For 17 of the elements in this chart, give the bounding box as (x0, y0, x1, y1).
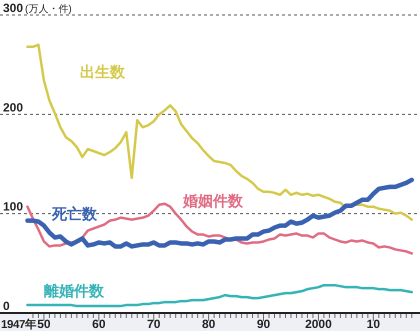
x-tick-label: 50 (37, 317, 51, 331)
series-label: 離婚件数 (43, 283, 105, 300)
y-tick-label: 200 (3, 100, 24, 114)
x-tick-label: 60 (92, 317, 106, 331)
text: 出生数 (80, 64, 126, 81)
x-tick-label: 10 (366, 317, 380, 331)
x-tick-label: 70 (147, 317, 161, 331)
y-tick-label: 0 (3, 299, 10, 313)
series-label: 婚姻件数 (182, 193, 244, 210)
text: 1947年 (1, 317, 37, 331)
x-tick-label: 90 (256, 317, 271, 331)
y-tick-label: 300 (3, 1, 24, 15)
x-tick-label: 80 (202, 317, 216, 331)
x-tick-label: 2000 (305, 317, 332, 331)
series-label: 死亡数 (51, 205, 98, 223)
y-tick-label: 100 (3, 200, 24, 214)
y-axis-title: (万人・件) (25, 4, 72, 15)
